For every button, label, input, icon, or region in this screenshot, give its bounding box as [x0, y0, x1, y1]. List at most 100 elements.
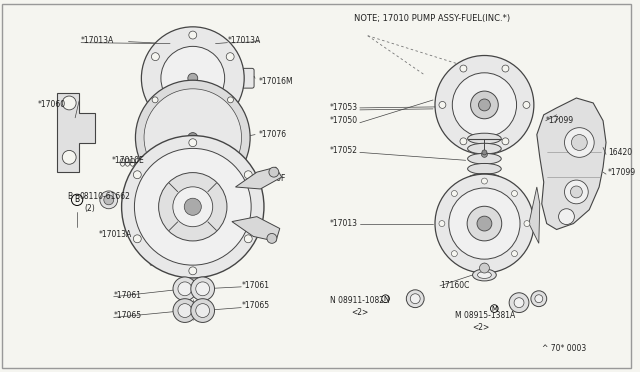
- Circle shape: [159, 173, 227, 241]
- Text: M 08915-1381A: M 08915-1381A: [455, 311, 515, 320]
- Circle shape: [210, 36, 215, 41]
- Circle shape: [470, 91, 499, 119]
- Text: NOTE; 17010 PUMP ASSY-FUEL(INC.*): NOTE; 17010 PUMP ASSY-FUEL(INC.*): [354, 15, 510, 23]
- Circle shape: [152, 96, 159, 104]
- Text: ^ 70* 0003: ^ 70* 0003: [542, 344, 586, 353]
- Circle shape: [178, 282, 192, 296]
- Text: *17010E: *17010E: [112, 156, 145, 165]
- Circle shape: [572, 135, 588, 150]
- Text: *17016M: *17016M: [259, 77, 294, 86]
- Circle shape: [188, 73, 198, 83]
- Circle shape: [188, 132, 198, 142]
- Text: B: B: [74, 195, 79, 204]
- Text: 08110-61662: 08110-61662: [79, 192, 130, 201]
- Text: 16420: 16420: [608, 148, 632, 157]
- Circle shape: [144, 89, 241, 186]
- Text: *17060: *17060: [38, 100, 66, 109]
- Text: N 08911-1082A: N 08911-1082A: [330, 296, 390, 305]
- Text: *17013: *17013: [330, 219, 358, 228]
- Circle shape: [133, 171, 141, 179]
- Circle shape: [152, 172, 158, 178]
- Circle shape: [152, 97, 158, 103]
- Polygon shape: [529, 187, 540, 243]
- Circle shape: [439, 102, 446, 108]
- Ellipse shape: [468, 184, 501, 194]
- Polygon shape: [232, 217, 280, 241]
- Circle shape: [191, 299, 214, 323]
- Circle shape: [196, 282, 209, 296]
- Text: *17052: *17052: [330, 146, 358, 155]
- Circle shape: [559, 209, 574, 225]
- Circle shape: [269, 167, 279, 177]
- Circle shape: [104, 195, 114, 205]
- Circle shape: [451, 251, 458, 257]
- Circle shape: [228, 97, 234, 103]
- Circle shape: [152, 53, 159, 61]
- Text: (2): (2): [84, 204, 95, 213]
- Circle shape: [62, 150, 76, 164]
- Circle shape: [482, 150, 487, 155]
- Circle shape: [141, 27, 244, 130]
- Circle shape: [452, 73, 516, 137]
- Circle shape: [479, 263, 490, 273]
- Circle shape: [226, 53, 234, 61]
- Ellipse shape: [468, 153, 501, 164]
- Text: M: M: [492, 305, 497, 312]
- Text: *17099: *17099: [546, 116, 574, 125]
- Circle shape: [481, 263, 488, 269]
- Text: *17076: *17076: [259, 130, 287, 139]
- Text: 17160C: 17160C: [440, 281, 469, 291]
- Circle shape: [100, 191, 118, 209]
- Text: *17013A: *17013A: [227, 36, 260, 45]
- Circle shape: [481, 151, 488, 157]
- Circle shape: [189, 118, 196, 125]
- Circle shape: [460, 138, 467, 145]
- FancyBboxPatch shape: [238, 68, 254, 88]
- Polygon shape: [236, 167, 282, 189]
- Circle shape: [439, 221, 445, 227]
- Circle shape: [451, 190, 458, 196]
- Ellipse shape: [468, 204, 501, 215]
- Circle shape: [191, 277, 214, 301]
- Circle shape: [133, 235, 141, 243]
- Circle shape: [460, 65, 467, 72]
- Circle shape: [62, 96, 76, 110]
- Circle shape: [170, 36, 175, 41]
- Text: *17013A: *17013A: [99, 230, 132, 239]
- Circle shape: [524, 221, 530, 227]
- Circle shape: [511, 251, 518, 257]
- Circle shape: [535, 295, 543, 303]
- Circle shape: [173, 187, 212, 227]
- Text: *17061: *17061: [114, 291, 141, 300]
- Circle shape: [228, 172, 234, 178]
- Circle shape: [244, 235, 252, 243]
- Circle shape: [134, 148, 251, 265]
- Circle shape: [477, 216, 492, 231]
- Circle shape: [523, 102, 530, 108]
- Circle shape: [184, 198, 202, 215]
- Circle shape: [410, 294, 420, 304]
- Circle shape: [435, 174, 534, 273]
- Circle shape: [511, 190, 518, 196]
- Circle shape: [467, 206, 502, 241]
- Ellipse shape: [472, 269, 496, 281]
- Circle shape: [435, 55, 534, 154]
- Text: B: B: [67, 192, 72, 201]
- Text: *17050: *17050: [330, 116, 358, 125]
- Ellipse shape: [468, 143, 501, 154]
- Circle shape: [481, 178, 488, 184]
- Circle shape: [502, 65, 509, 72]
- Circle shape: [564, 128, 594, 157]
- Circle shape: [564, 180, 588, 204]
- Text: *17010F: *17010F: [254, 174, 287, 183]
- Circle shape: [570, 186, 582, 198]
- Circle shape: [502, 138, 509, 145]
- Text: *17061: *17061: [241, 281, 269, 291]
- Circle shape: [136, 80, 250, 195]
- Text: <2>: <2>: [472, 323, 490, 332]
- Circle shape: [406, 290, 424, 308]
- Circle shape: [514, 298, 524, 308]
- Circle shape: [122, 135, 264, 278]
- Text: *17013A: *17013A: [81, 36, 115, 45]
- Circle shape: [196, 304, 209, 317]
